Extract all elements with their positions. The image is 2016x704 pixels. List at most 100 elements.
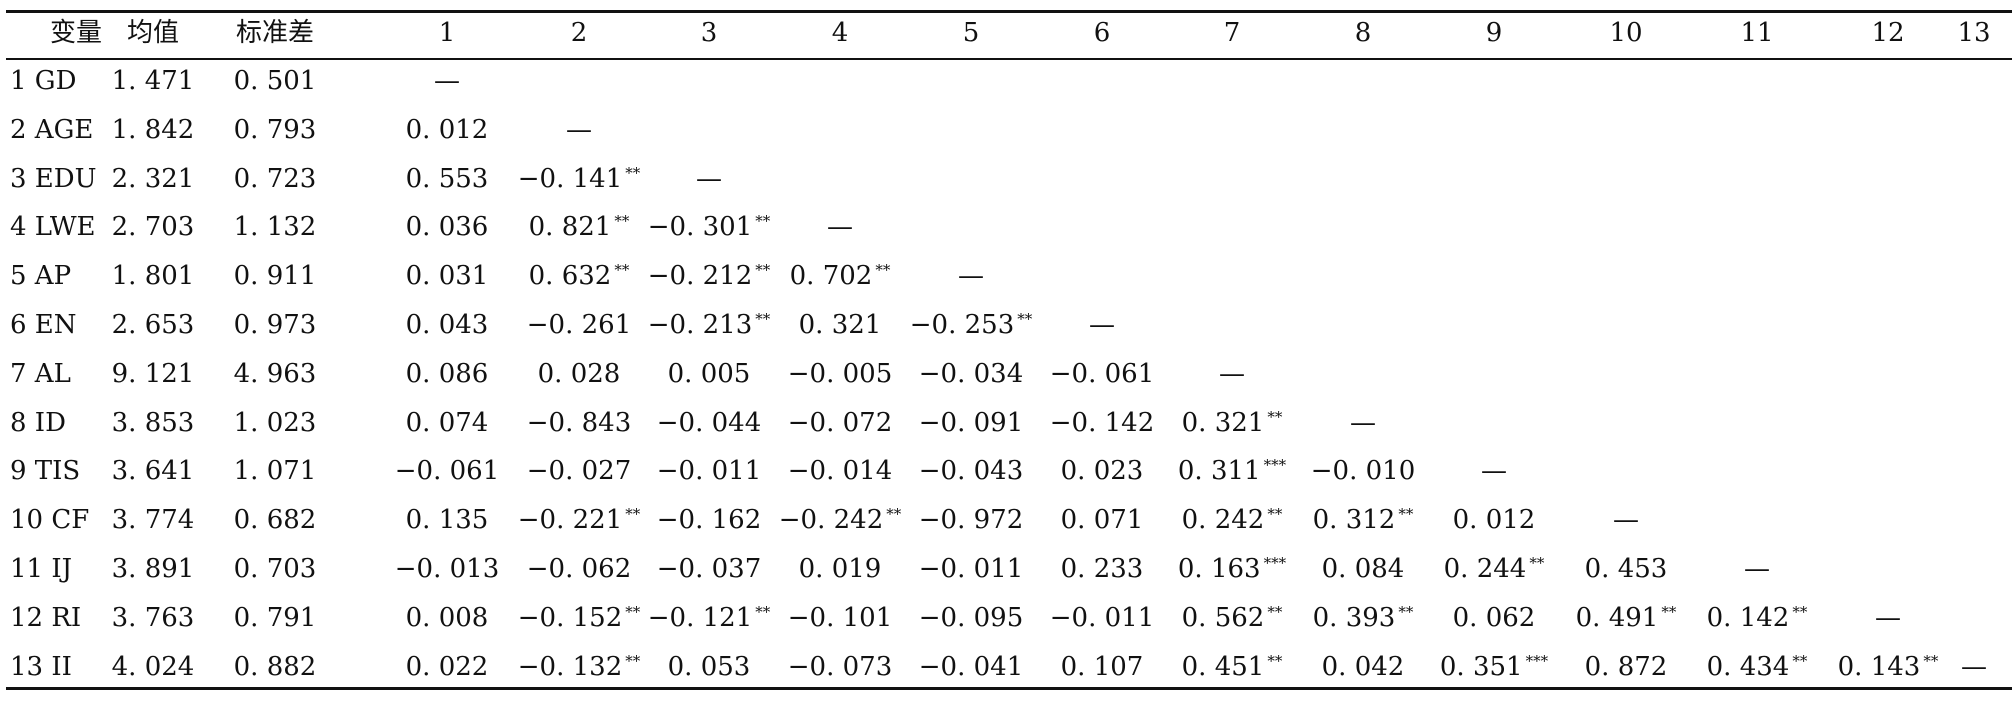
correlation-value: −0. 014 bbox=[787, 456, 893, 486]
correlation-value: −0. 072 bbox=[787, 408, 893, 438]
significance-mark: ** bbox=[1017, 310, 1033, 328]
correlation-value: — bbox=[958, 261, 984, 291]
header-cell: 3 bbox=[700, 18, 718, 48]
correlation-cell: 0. 142 ** bbox=[1692, 603, 1822, 633]
correlation-cell: −0. 041 bbox=[906, 652, 1036, 682]
correlation-value: −0. 972 bbox=[918, 505, 1024, 535]
correlation-value: 0. 562 bbox=[1181, 603, 1265, 633]
correlation-cell: 0. 242 ** bbox=[1167, 505, 1297, 535]
sd-cell: 0. 723 bbox=[233, 164, 317, 194]
correlation-cell: −0. 014 bbox=[775, 456, 905, 486]
correlation-cell: 0. 019 bbox=[775, 554, 905, 584]
correlation-cell: — bbox=[1429, 456, 1559, 486]
correlation-cell: 0. 036 bbox=[382, 212, 512, 242]
mean-cell: 4. 024 bbox=[111, 652, 195, 682]
correlation-cell: 0. 107 bbox=[1037, 652, 1167, 682]
correlation-cell: 0. 028 bbox=[514, 359, 644, 389]
row-label: 10 CF bbox=[10, 505, 90, 535]
correlation-value: 0. 036 bbox=[405, 212, 489, 242]
correlation-value: −0. 212 bbox=[647, 261, 753, 291]
correlation-cell: −0. 253 ** bbox=[906, 310, 1036, 340]
correlation-value: 0. 312 bbox=[1312, 505, 1396, 535]
correlation-value: −0. 073 bbox=[787, 652, 893, 682]
correlation-value: 0. 031 bbox=[405, 261, 489, 291]
correlation-value: 0. 242 bbox=[1181, 505, 1265, 535]
header-cell: 6 bbox=[1093, 18, 1111, 48]
correlation-value: 0. 321 bbox=[1181, 408, 1265, 438]
significance-mark: *** bbox=[1525, 652, 1549, 670]
header-cell: 变量 bbox=[49, 18, 102, 48]
sd-cell: 0. 703 bbox=[233, 554, 317, 584]
correlation-cell: −0. 132 ** bbox=[514, 652, 644, 682]
correlation-value: — bbox=[1875, 603, 1901, 633]
significance-mark: ** bbox=[1529, 554, 1545, 572]
correlation-cell: 0. 311 *** bbox=[1167, 456, 1297, 486]
mean-cell: 3. 763 bbox=[111, 603, 195, 633]
header-cell: 标准差 bbox=[235, 18, 314, 48]
correlation-cell: 0. 491 ** bbox=[1561, 603, 1691, 633]
correlation-cell: 0. 821 ** bbox=[514, 212, 644, 242]
header-cell: 2 bbox=[570, 18, 588, 48]
correlation-cell: 0. 071 bbox=[1037, 505, 1167, 535]
mean-cell: 1. 842 bbox=[111, 115, 195, 145]
correlation-cell: 0. 163 *** bbox=[1167, 554, 1297, 584]
correlation-value: −0. 142 bbox=[1049, 408, 1155, 438]
row-label: 13 II bbox=[10, 652, 72, 682]
correlation-cell: −0. 091 bbox=[906, 408, 1036, 438]
correlation-cell: — bbox=[644, 164, 774, 194]
correlation-cell: −0. 010 bbox=[1298, 456, 1428, 486]
correlation-value: 0. 005 bbox=[667, 359, 751, 389]
correlation-cell: 0. 031 bbox=[382, 261, 512, 291]
significance-mark: ** bbox=[1923, 652, 1939, 670]
correlation-value: 0. 071 bbox=[1060, 505, 1144, 535]
significance-mark: ** bbox=[1661, 603, 1677, 621]
correlation-cell: 0. 005 bbox=[644, 359, 774, 389]
sd-cell: 0. 882 bbox=[233, 652, 317, 682]
table-bottom-rule bbox=[6, 687, 2012, 690]
correlation-cell: — bbox=[382, 66, 512, 96]
correlation-cell: 0. 393 ** bbox=[1298, 603, 1428, 633]
correlation-value: −0. 011 bbox=[1049, 603, 1155, 633]
correlation-value: — bbox=[1350, 408, 1376, 438]
correlation-cell: −0. 141 ** bbox=[514, 164, 644, 194]
correlation-cell: 0. 012 bbox=[1429, 505, 1559, 535]
correlation-cell: 0. 012 bbox=[382, 115, 512, 145]
correlation-cell: −0. 972 bbox=[906, 505, 1036, 535]
correlation-cell: −0. 073 bbox=[775, 652, 905, 682]
significance-mark: ** bbox=[755, 212, 771, 230]
header-cell: 均值 bbox=[126, 18, 179, 48]
significance-mark: ** bbox=[755, 310, 771, 328]
correlation-cell: — bbox=[514, 115, 644, 145]
significance-mark: ** bbox=[1267, 408, 1283, 426]
correlation-value: −0. 043 bbox=[918, 456, 1024, 486]
mean-cell: 1. 471 bbox=[111, 66, 195, 96]
correlation-cell: 0. 022 bbox=[382, 652, 512, 682]
significance-mark: ** bbox=[1792, 652, 1808, 670]
correlation-cell: 0. 321 ** bbox=[1167, 408, 1297, 438]
correlation-value: — bbox=[696, 164, 722, 194]
correlation-value: −0. 034 bbox=[918, 359, 1024, 389]
correlation-value: — bbox=[1961, 652, 1987, 682]
correlation-value: 0. 023 bbox=[1060, 456, 1144, 486]
sd-cell: 0. 682 bbox=[233, 505, 317, 535]
correlation-cell: 0. 008 bbox=[382, 603, 512, 633]
correlation-cell: −0. 062 bbox=[514, 554, 644, 584]
correlation-value: −0. 261 bbox=[526, 310, 632, 340]
mean-cell: 3. 891 bbox=[111, 554, 195, 584]
correlation-value: 0. 821 bbox=[528, 212, 612, 242]
correlation-value: — bbox=[1089, 310, 1115, 340]
correlation-value: −0. 062 bbox=[526, 554, 632, 584]
correlation-cell: 0. 453 bbox=[1561, 554, 1691, 584]
correlation-value: 0. 012 bbox=[405, 115, 489, 145]
correlation-cell: −0. 162 bbox=[644, 505, 774, 535]
significance-mark: ** bbox=[614, 261, 630, 279]
correlation-value: 0. 453 bbox=[1584, 554, 1668, 584]
correlation-cell: 0. 143 ** bbox=[1823, 652, 1953, 682]
correlation-value: −0. 011 bbox=[918, 554, 1024, 584]
correlation-value: −0. 121 bbox=[647, 603, 753, 633]
mean-cell: 3. 641 bbox=[111, 456, 195, 486]
correlation-cell: 0. 244 ** bbox=[1429, 554, 1559, 584]
correlation-cell: — bbox=[775, 212, 905, 242]
correlation-cell: — bbox=[1692, 554, 1822, 584]
correlation-value: 0. 084 bbox=[1321, 554, 1405, 584]
